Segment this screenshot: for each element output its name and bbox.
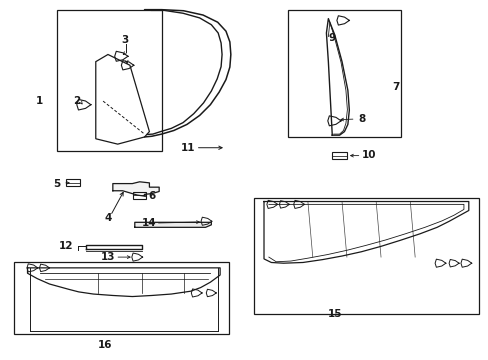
Bar: [331, 152, 346, 159]
Text: 15: 15: [327, 310, 341, 319]
Polygon shape: [113, 182, 159, 196]
Text: 9: 9: [328, 33, 335, 43]
Bar: [254, 198, 478, 315]
Bar: [57, 10, 161, 151]
Text: 2: 2: [73, 96, 80, 106]
Text: 16: 16: [98, 340, 113, 350]
Bar: [14, 262, 228, 334]
Text: 13: 13: [101, 252, 115, 262]
Bar: [133, 192, 146, 199]
Text: 6: 6: [148, 191, 155, 201]
Text: 3: 3: [121, 35, 128, 45]
Text: 14: 14: [142, 218, 157, 228]
Text: 11: 11: [181, 143, 195, 153]
Bar: [66, 179, 80, 186]
Text: 8: 8: [357, 114, 365, 124]
Text: 12: 12: [59, 241, 74, 251]
Text: 4: 4: [104, 213, 111, 222]
Text: 5: 5: [53, 179, 61, 189]
Text: 1: 1: [36, 96, 43, 106]
Bar: [288, 10, 400, 137]
Polygon shape: [135, 222, 211, 227]
Text: 10: 10: [361, 150, 375, 160]
Text: 7: 7: [391, 82, 399, 92]
